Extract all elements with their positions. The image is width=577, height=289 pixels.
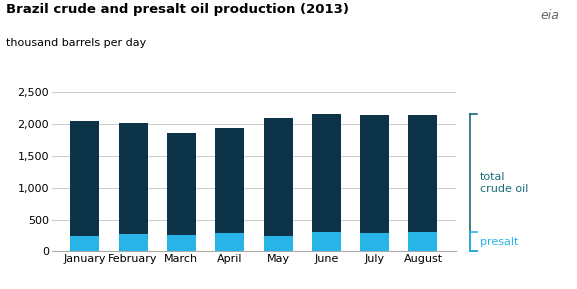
Text: presalt: presalt	[480, 237, 519, 247]
Bar	[167, 235, 196, 251]
Bar	[215, 233, 244, 251]
Bar	[264, 118, 293, 236]
Bar	[167, 134, 196, 235]
Text: total
crude oil: total crude oil	[480, 172, 529, 194]
Bar	[264, 236, 293, 251]
Bar	[119, 123, 148, 234]
Bar	[119, 234, 148, 251]
Bar	[409, 115, 437, 232]
Bar	[70, 236, 99, 251]
Bar	[215, 128, 244, 233]
Text: thousand barrels per day: thousand barrels per day	[6, 38, 146, 48]
Bar	[360, 115, 389, 233]
Bar	[312, 114, 341, 232]
Bar	[360, 233, 389, 251]
Bar	[312, 232, 341, 251]
Text: Brazil crude and presalt oil production (2013): Brazil crude and presalt oil production …	[6, 3, 349, 16]
Text: eia: eia	[541, 9, 560, 22]
Bar	[70, 121, 99, 236]
Bar	[409, 232, 437, 251]
